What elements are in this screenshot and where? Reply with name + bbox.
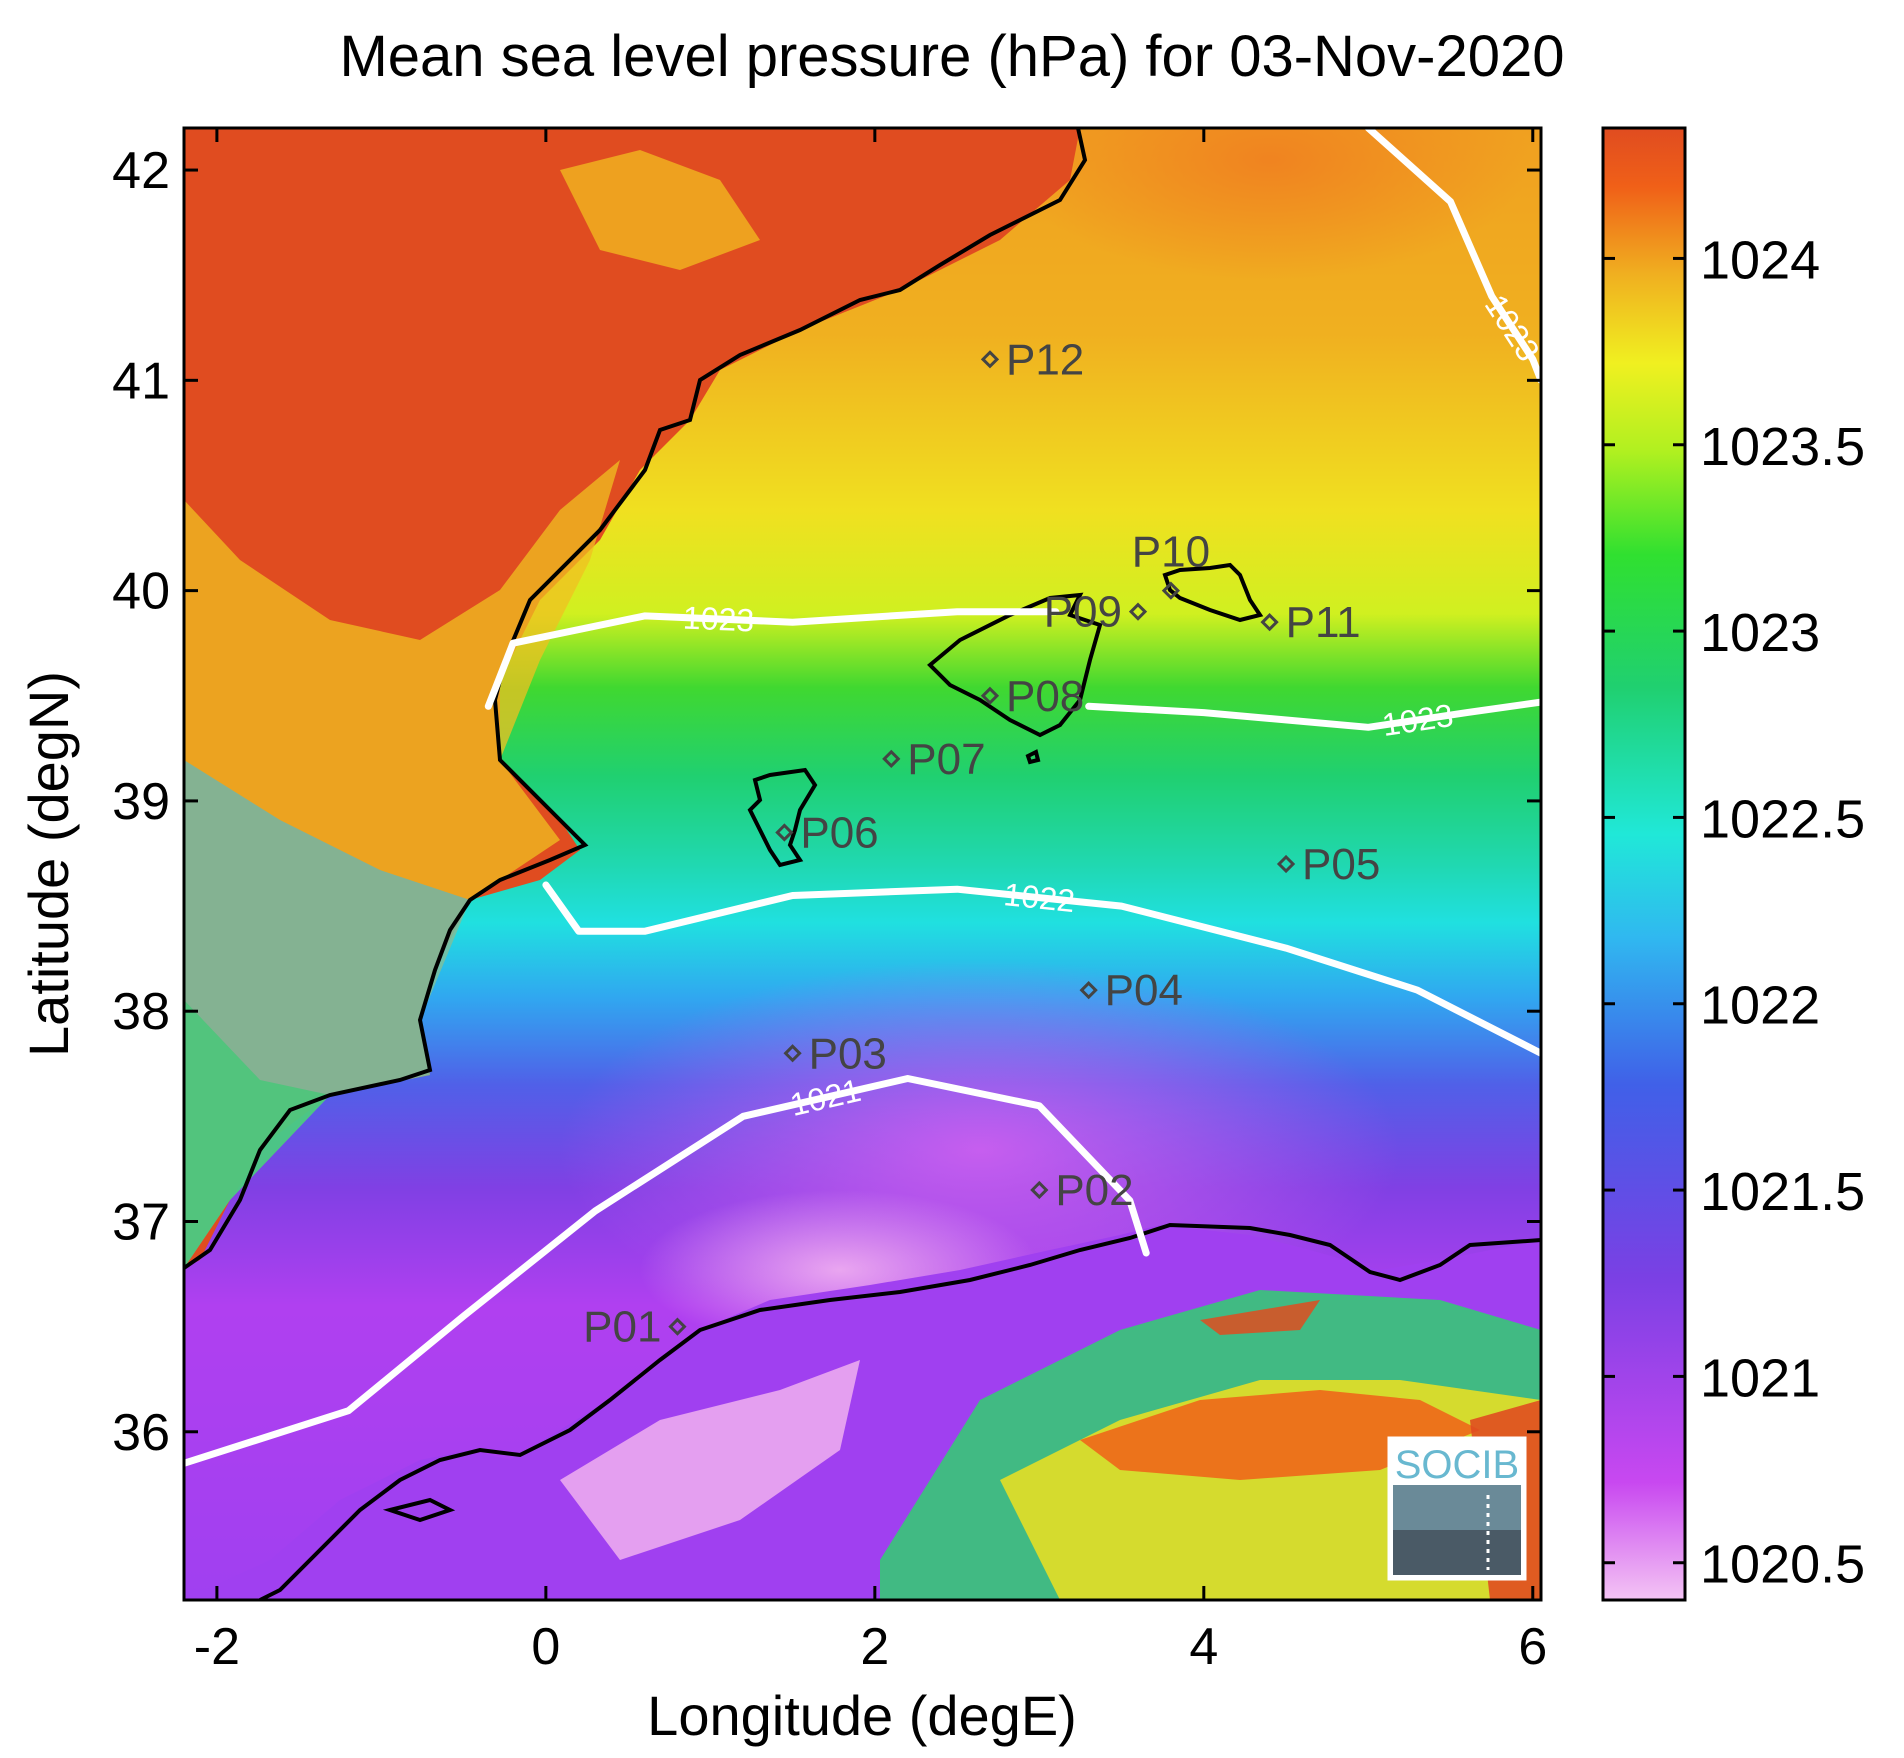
- station-marker: [668, 1317, 687, 1336]
- station-label: P07: [907, 735, 985, 784]
- station-marker: [1276, 854, 1296, 874]
- station-marker: [1260, 613, 1279, 632]
- station-label: P02: [1055, 1166, 1133, 1215]
- y-axis-label: Latitude (degN): [17, 671, 80, 1057]
- x-axis-ticks: -2 0 2 4 6: [194, 128, 1547, 1676]
- y-tick-label: 38: [112, 983, 170, 1041]
- y-tick-label: 40: [112, 563, 170, 621]
- y-tick-label: 41: [112, 352, 170, 410]
- station-marker: [980, 686, 1000, 705]
- station-label: P11: [1286, 598, 1361, 647]
- x-tick-label: -2: [194, 1618, 240, 1676]
- x-tick-label: 4: [1189, 1618, 1218, 1676]
- ibiza: [747, 767, 818, 868]
- station-label: P01: [583, 1303, 661, 1352]
- station-marker: [783, 1044, 802, 1063]
- station-label: P03: [809, 1029, 887, 1078]
- socib-logo-text: SOCIB: [1395, 1443, 1519, 1487]
- isobar-line: [1085, 698, 1541, 731]
- y-tick-label: 39: [112, 773, 170, 831]
- colorbar-tick-label: 1024: [1700, 230, 1820, 290]
- coastlines: [184, 128, 1541, 1600]
- map-frame: [182, 126, 1543, 1602]
- station-marker: [1128, 602, 1148, 621]
- isobar-label: 1022: [1002, 876, 1076, 919]
- station-label: P09: [1044, 588, 1122, 637]
- colorbar-tick-label: 1023.5: [1700, 417, 1865, 477]
- menorca: [1162, 562, 1264, 623]
- map-title: Mean sea level pressure (hPa) for 03-Nov…: [339, 24, 1565, 89]
- colorbar-tick-label: 1023: [1700, 603, 1820, 663]
- colorbar-tick-label: 1022.5: [1700, 789, 1865, 849]
- station-marker: [980, 350, 1000, 369]
- socib-logo: SOCIB: [1387, 1436, 1527, 1581]
- y-axis-ticks: 36 37 38 39 40 41 42: [112, 142, 1541, 1462]
- station-label: P08: [1006, 672, 1084, 721]
- colorbar-tick-label: 1020.5: [1700, 1535, 1865, 1595]
- isobar-label: 1023: [682, 600, 755, 639]
- y-tick-label: 36: [112, 1404, 170, 1462]
- isobar-line: [184, 1075, 1150, 1467]
- station-label: P04: [1105, 966, 1183, 1015]
- station-marker: [1079, 981, 1098, 1000]
- y-tick-label: 37: [112, 1193, 170, 1251]
- colorbar-ticks: 1020.5 1021 1021.5 1022 1022.5 1023 1023.5 1024: [1603, 230, 1865, 1595]
- isobar-line: [484, 608, 1060, 710]
- cabrera: [1025, 749, 1041, 765]
- colorbar-tick-label: 1022: [1700, 976, 1820, 1036]
- colorbar-gradient: [1601, 126, 1687, 1602]
- station-label: P06: [800, 808, 878, 857]
- colorbar-tick-label: 1021.5: [1700, 1162, 1865, 1222]
- station-label: P10: [1132, 528, 1210, 577]
- station-marker: [775, 823, 794, 842]
- station-marker: [882, 749, 901, 768]
- x-axis-label: Longitude (degE): [647, 1684, 1077, 1747]
- x-tick-label: 6: [1518, 1618, 1547, 1676]
- x-tick-label: 0: [531, 1618, 560, 1676]
- isobar-line: [542, 881, 1541, 1057]
- y-tick-label: 42: [112, 142, 170, 200]
- colorbar: 1020.5 1021 1021.5 1022 1022.5 1023 1023.5 1024: [1601, 126, 1865, 1602]
- station-label: P05: [1302, 840, 1380, 889]
- x-tick-label: 2: [860, 1618, 889, 1676]
- station-marker: [1030, 1180, 1049, 1200]
- station-marker: [1161, 581, 1181, 600]
- colorbar-tick-label: 1021: [1700, 1348, 1820, 1408]
- isobar-line: [1364, 128, 1541, 384]
- station-label: P12: [1006, 335, 1084, 384]
- pressure-field: [184, 128, 1541, 1600]
